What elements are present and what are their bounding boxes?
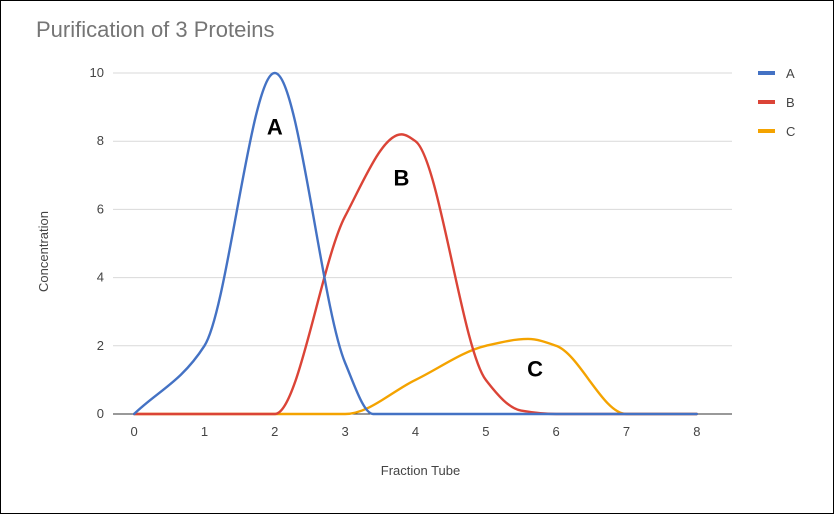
gridlines	[113, 72, 732, 347]
x-tick-label: 5	[482, 424, 489, 439]
legend-label-b: B	[786, 95, 795, 110]
y-tick-label: 8	[97, 133, 104, 148]
x-tick-label: 0	[130, 424, 137, 439]
chart-title: Purification of 3 Proteins	[36, 17, 275, 42]
legend-swatch-b	[758, 100, 775, 104]
legend-label-c: C	[786, 124, 795, 139]
x-tick-label: 3	[342, 424, 349, 439]
x-tick-label: 6	[553, 424, 560, 439]
x-axis-title: Fraction Tube	[381, 463, 461, 478]
y-tick-label: 10	[90, 65, 104, 80]
x-tick-label: 8	[693, 424, 700, 439]
annotation-label-b: B	[393, 166, 409, 191]
legend-swatch-a	[758, 71, 775, 75]
x-tick-label: 4	[412, 424, 419, 439]
x-tick-label: 1	[201, 424, 208, 439]
y-tick-label: 4	[97, 270, 104, 285]
legend-swatch-c	[758, 129, 775, 133]
y-tick-label: 6	[97, 201, 104, 216]
series-line-b	[132, 133, 699, 416]
annotation-label-c: C	[527, 356, 543, 381]
axes: 0 2 4 6 8 10 0 1 2 3 4 5 6 7 8 Fraction Tube Concentrati…	[36, 65, 732, 478]
series-line-c	[132, 337, 699, 416]
legend-label-a: A	[786, 66, 795, 81]
series-lines	[132, 71, 699, 416]
legend: ABC	[758, 66, 795, 139]
y-tick-label: 2	[97, 338, 104, 353]
series-line-a	[132, 71, 699, 416]
y-tick-label: 0	[97, 406, 104, 421]
x-tick-label: 2	[271, 424, 278, 439]
annotation-label-a: A	[267, 114, 283, 139]
y-axis-title: Concentration	[36, 211, 51, 292]
annotations: A B C	[267, 114, 543, 381]
x-tick-label: 7	[623, 424, 630, 439]
